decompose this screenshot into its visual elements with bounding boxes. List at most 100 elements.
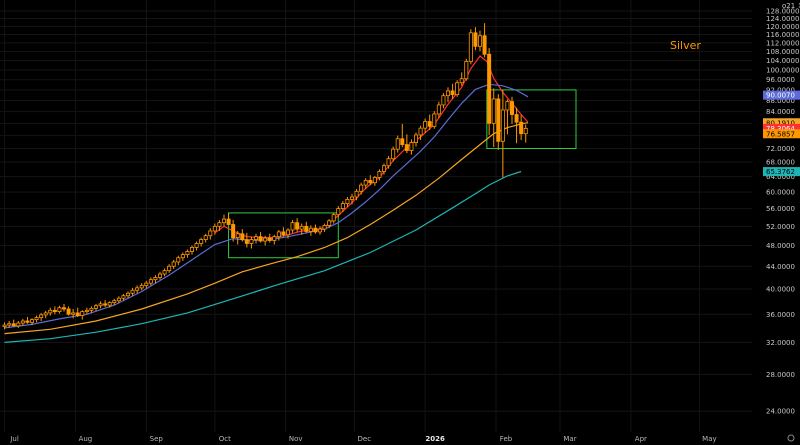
candle	[331, 212, 336, 224]
candle-body	[212, 225, 217, 232]
candle	[71, 308, 76, 319]
candle-body	[235, 233, 240, 239]
candle-body	[244, 239, 249, 244]
candle-body	[267, 237, 272, 241]
candle-body	[112, 300, 117, 303]
candle-body	[208, 230, 213, 237]
candle-body	[34, 317, 39, 321]
candle-body	[496, 98, 501, 142]
candle-body	[423, 121, 428, 129]
candle	[80, 310, 85, 320]
candle	[48, 307, 53, 316]
candle	[203, 233, 208, 243]
candle	[157, 271, 162, 280]
candle	[276, 230, 281, 241]
candle-body	[171, 261, 176, 267]
candle-body	[523, 128, 528, 135]
price-badge-label: 76.5857	[766, 130, 795, 138]
candle	[496, 94, 501, 150]
price-tick-label: 88.0000	[766, 97, 795, 105]
candle-body	[89, 307, 94, 311]
candle	[295, 218, 300, 232]
candle-body	[94, 305, 99, 309]
time-tick-label: Apr	[635, 435, 647, 443]
candle	[25, 316, 30, 324]
drawn-rectangle	[228, 212, 339, 259]
candle-body	[487, 53, 492, 124]
time-tick-label: Nov	[289, 435, 303, 443]
candle	[253, 233, 258, 244]
candle-body	[80, 311, 85, 316]
candle-body	[272, 236, 277, 241]
price-badge-label: 80.1910	[766, 119, 795, 127]
candle	[464, 58, 469, 81]
candle-body	[363, 180, 368, 186]
price-badge-label: 90.0070	[766, 92, 795, 100]
moving-average-line	[4, 170, 522, 343]
candle	[144, 280, 149, 289]
candle-body	[331, 214, 336, 222]
settings-icon[interactable]	[787, 434, 795, 442]
candle-body	[468, 32, 473, 62]
candle	[94, 303, 99, 311]
candle	[176, 255, 181, 266]
price-axis[interactable]: 128.0000124.0000120.0000116.0000112.0000…	[763, 7, 800, 416]
price-badge-bg	[763, 118, 800, 128]
price-tick-label: 100.0000	[766, 66, 799, 74]
candle-body	[436, 104, 441, 115]
candle-body	[432, 113, 437, 127]
candle-body	[404, 144, 409, 151]
candle	[39, 312, 44, 321]
candle	[171, 259, 176, 270]
drawn-rectangles	[228, 89, 577, 259]
candle	[354, 188, 359, 201]
candle-body	[180, 254, 185, 259]
candle	[244, 232, 249, 248]
candle-body	[445, 90, 450, 97]
price-badge-bg	[763, 129, 800, 139]
price-badge: 65.3762	[763, 167, 800, 177]
candle-body	[231, 224, 236, 239]
candle-body	[66, 308, 71, 315]
candle-body	[482, 35, 487, 55]
candle	[482, 23, 487, 58]
candle-body	[29, 319, 34, 323]
candle	[313, 224, 318, 234]
candle-body	[139, 285, 144, 289]
candle	[400, 123, 405, 148]
candle-body	[199, 239, 204, 244]
candle-body	[427, 121, 432, 127]
candle-body	[450, 90, 455, 96]
candle	[62, 303, 67, 312]
candle-body	[327, 220, 332, 226]
candle-body	[7, 323, 12, 326]
candle-body	[249, 239, 254, 244]
price-tick-label: 32.0000	[766, 339, 795, 347]
candle-body	[157, 273, 162, 278]
candle	[226, 212, 231, 225]
candle	[285, 228, 290, 239]
time-tick-label: 2026	[425, 435, 445, 443]
candle-body	[20, 320, 25, 324]
candle	[107, 301, 112, 308]
price-tick-label: 68.0000	[766, 159, 795, 167]
price-tick-label: 128.0000	[766, 7, 799, 15]
candle	[381, 163, 386, 175]
candle	[345, 196, 350, 207]
price-tick-label: 24.0000	[766, 408, 795, 416]
price-tick-label: 124.0000	[766, 15, 799, 23]
candle-body	[130, 289, 135, 294]
candle-body	[290, 222, 295, 231]
candle	[98, 301, 103, 309]
time-axis[interactable]: Jul Aug Sep Oct Nov Dec 2026 Feb Mar Apr May	[9, 435, 716, 443]
price-badge-label: 65.3762	[766, 168, 795, 176]
candle	[89, 306, 94, 313]
candle	[340, 201, 345, 213]
candle	[75, 307, 80, 317]
candle-body	[16, 322, 21, 327]
candle	[509, 96, 514, 124]
candle	[249, 236, 254, 249]
candle-body	[354, 190, 359, 198]
